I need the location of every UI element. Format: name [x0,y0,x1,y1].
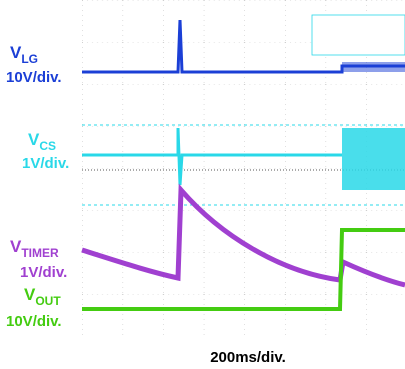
channel-scale: 1V/div. [20,264,67,281]
channel-scale: 10V/div. [6,69,62,86]
channel-label: VLG [10,43,38,66]
waveforms [81,19,405,311]
channel-scale: 10V/div. [6,313,62,330]
channel-label: VOUT [24,285,61,308]
time-scale: 200ms/div. [210,349,286,366]
channel-label: VCS [28,130,56,153]
channel-label: VTIMER [10,237,59,260]
channel-scale: 1V/div. [22,155,69,172]
